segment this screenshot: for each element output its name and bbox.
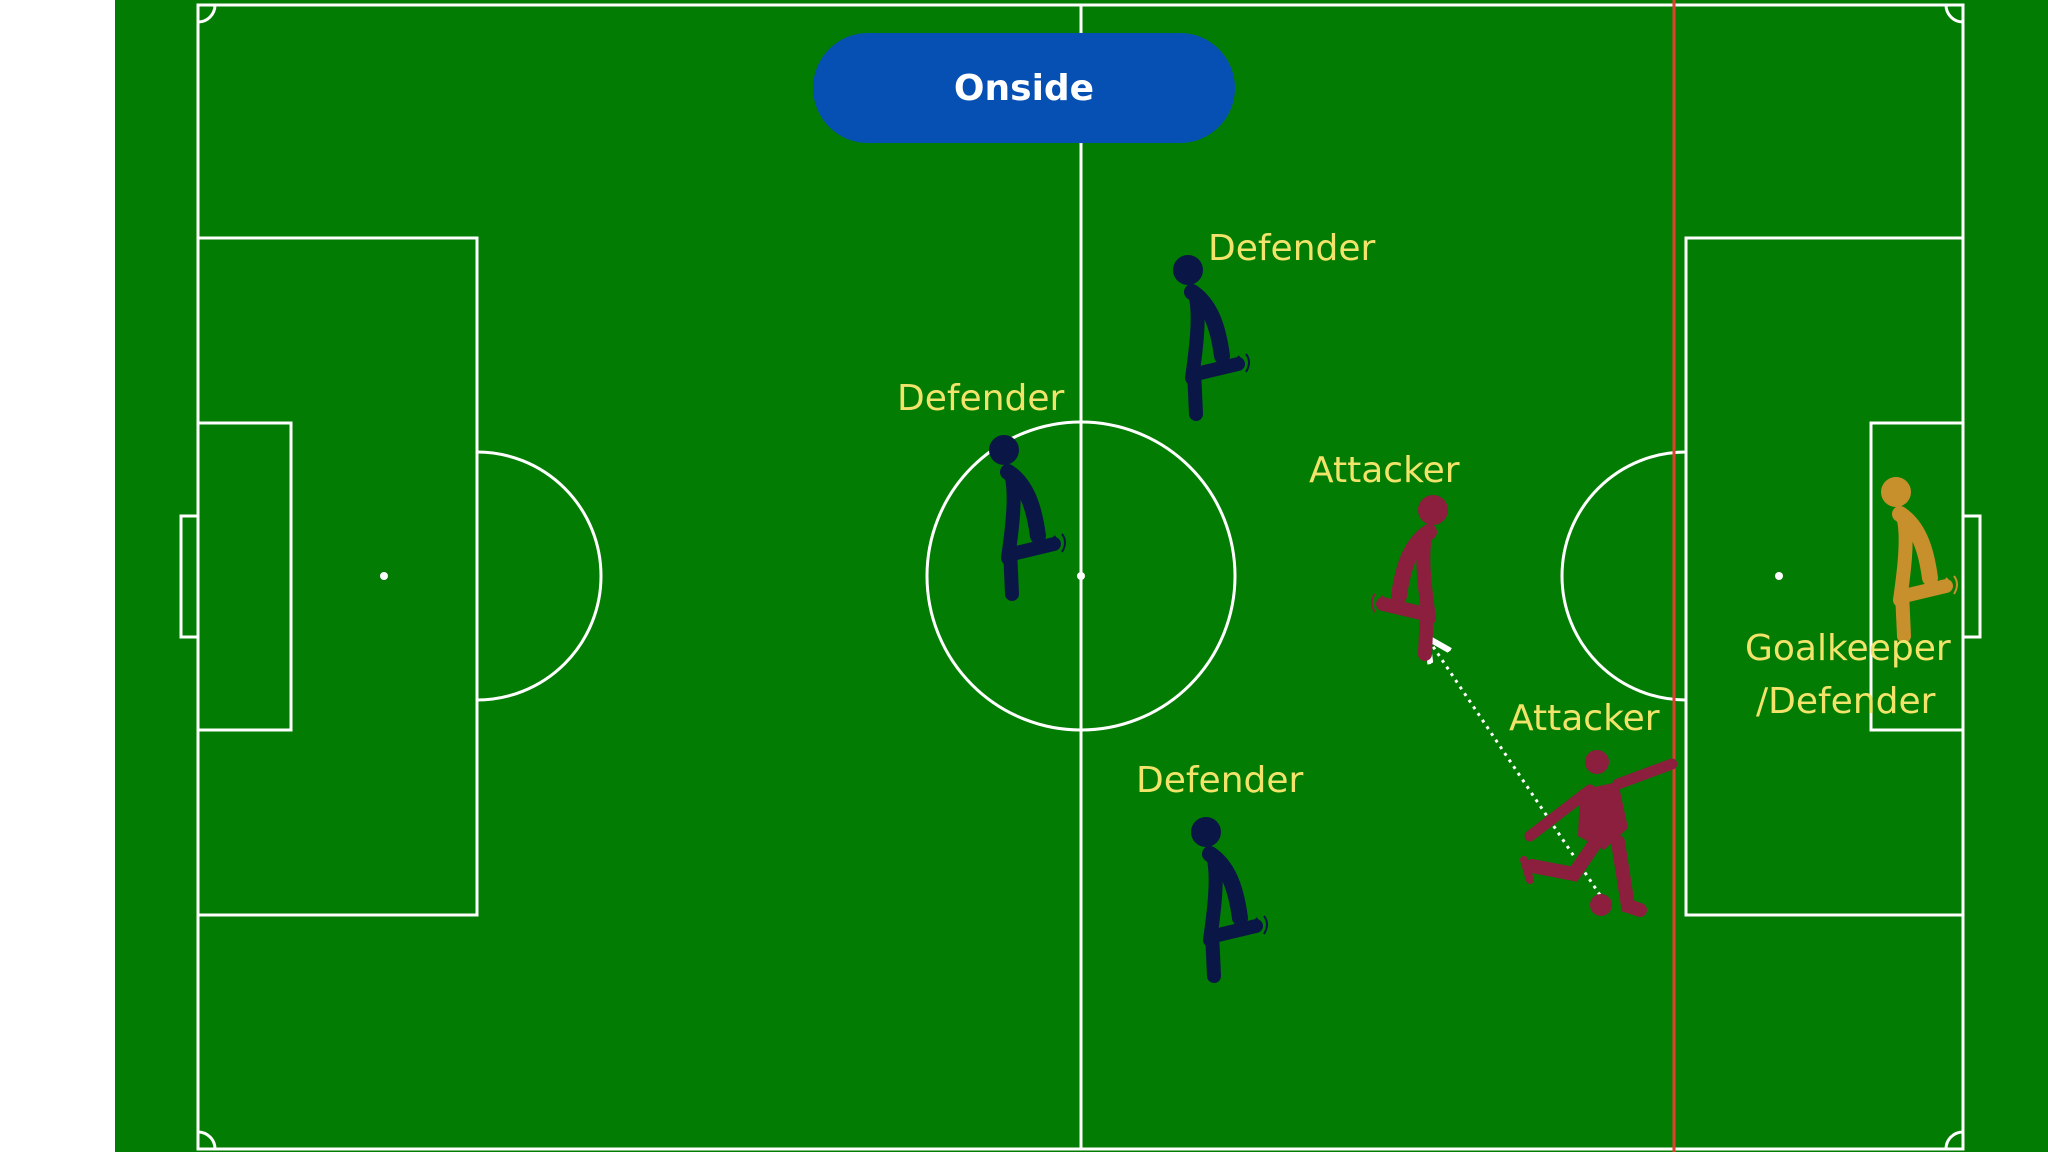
left-penalty-arc (476, 450, 603, 702)
player-label-attacker: Attacker (1309, 450, 1460, 491)
player-label-attacker: Attacker (1509, 698, 1660, 739)
center-spot (1077, 572, 1085, 580)
player-label-defender: Defender (897, 378, 1065, 419)
pitch-markings (179, 3, 1982, 1151)
left-penalty-spot (380, 572, 388, 580)
corner-arc (1944, 4, 1964, 24)
pass-arrow (1432, 645, 1602, 896)
player-label-defender: Defender (1208, 228, 1376, 269)
corner-arc (197, 4, 217, 24)
diagram-title: Onside (953, 67, 1095, 109)
corner-arc (197, 1130, 217, 1150)
kicking-attacker-icon (1520, 750, 1678, 917)
left-goal (179, 514, 200, 639)
right-penalty-spot (1775, 572, 1783, 580)
player-label-goalkeeper-line2: /Defender (1756, 681, 1936, 722)
center-circle (925, 420, 1237, 732)
player-label-goalkeeper: Goalkeeper (1745, 628, 1951, 669)
right-goal (1961, 514, 1982, 639)
player-label-defender: Defender (1136, 760, 1304, 801)
right-penalty-arc (1560, 450, 1687, 702)
corner-arc (1944, 1130, 1964, 1150)
onside-title-badge: Onside (813, 33, 1235, 143)
